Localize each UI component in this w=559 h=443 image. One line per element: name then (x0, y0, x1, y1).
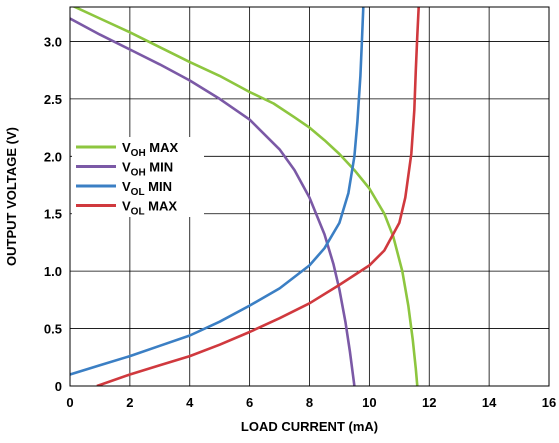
series-line-v-ol-min (70, 7, 365, 376)
legend-label-main: V (122, 140, 131, 155)
series-line-v-ol-max (96, 7, 420, 386)
legend-label-main: V (122, 160, 131, 175)
y-tick-label: 1.0 (44, 264, 62, 279)
legend-label-suffix: MAX (145, 199, 178, 214)
legend-label: VOL MIN (122, 179, 172, 198)
legend-label: VOL MAX (122, 199, 177, 218)
legend-label-subscript: OH (131, 148, 146, 159)
series-layer (70, 7, 420, 386)
y-tick-label: 0 (55, 379, 62, 394)
y-tick-label: 1.5 (44, 207, 62, 222)
legend-label-suffix: MIN (145, 179, 172, 194)
legend-label-subscript: OL (131, 187, 145, 198)
series-line-v-oh-min (70, 17, 356, 386)
x-tick-label: 10 (362, 395, 376, 410)
tick-layer: 0 2 4 6 8 10 12 14 16 0 0.5 1.0 1.5 2.0 2.5 3.0 (44, 34, 556, 410)
legend-label-subscript: OL (131, 207, 145, 218)
legend-label-main: V (122, 199, 131, 214)
legend-label-main: V (122, 179, 131, 194)
y-tick-label: 0.5 (44, 322, 62, 337)
y-tick-label: 3.0 (44, 34, 62, 49)
legend-label-subscript: OH (131, 168, 146, 179)
plot-frame (69, 6, 550, 387)
x-tick-label: 0 (66, 395, 73, 410)
legend-label: VOH MAX (122, 140, 179, 159)
legend-label: VOH MIN (122, 160, 173, 179)
series-line-v-oh-max (71, 7, 419, 386)
x-tick-label: 2 (126, 395, 133, 410)
x-axis-title: LOAD CURRENT (mA) (241, 419, 378, 434)
x-tick-label: 14 (482, 395, 497, 410)
y-axis-title: OUTPUT VOLTAGE (V) (4, 127, 19, 266)
y-tick-label: 2.5 (44, 92, 62, 107)
x-tick-label: 6 (246, 395, 253, 410)
x-tick-label: 8 (306, 395, 313, 410)
x-tick-label: 4 (186, 395, 194, 410)
legend-label-suffix: MAX (146, 140, 179, 155)
legend-background (72, 137, 204, 217)
x-tick-label: 16 (542, 395, 556, 410)
legend-label-suffix: MIN (146, 160, 173, 175)
x-tick-label: 12 (422, 395, 436, 410)
y-tick-label: 2.0 (44, 149, 62, 164)
